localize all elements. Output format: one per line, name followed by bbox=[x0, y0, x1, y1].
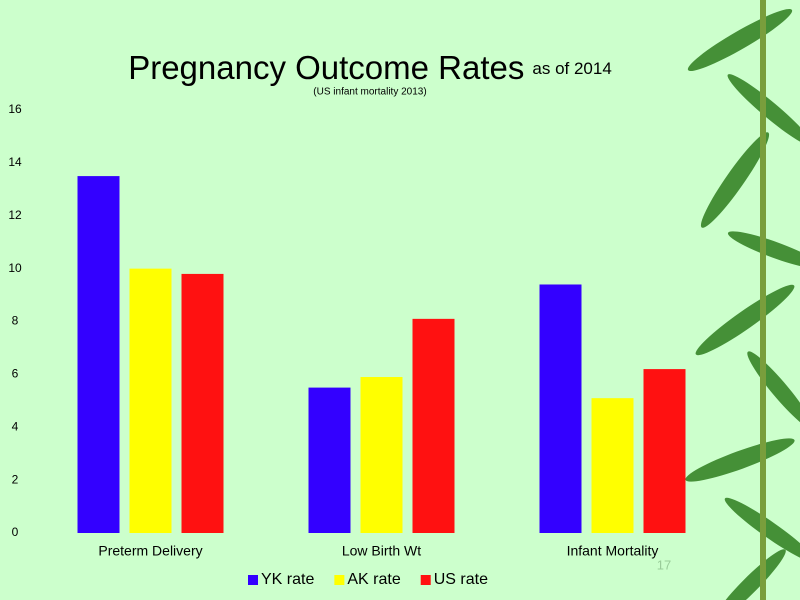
title-main: Pregnancy Outcome Rates bbox=[128, 49, 524, 86]
y-tick-label: 4 bbox=[12, 419, 19, 433]
bar bbox=[308, 387, 351, 533]
y-tick-label: 0 bbox=[12, 525, 19, 539]
legend-label: US rate bbox=[434, 571, 488, 588]
subtitle: (US infant mortality 2013) bbox=[313, 87, 426, 98]
slide-number: 17 bbox=[657, 557, 671, 572]
x-tick-label: Low Birth Wt bbox=[342, 543, 421, 559]
x-tick-label: Infant Mortality bbox=[567, 543, 659, 559]
chart-title: Pregnancy Outcome Rates as of 2014 bbox=[128, 49, 612, 86]
y-tick-label: 8 bbox=[12, 314, 19, 328]
bar bbox=[360, 377, 403, 533]
bar bbox=[539, 284, 582, 533]
legend-label: YK rate bbox=[261, 571, 314, 588]
legend-label: AK rate bbox=[347, 571, 400, 588]
bar bbox=[643, 369, 686, 533]
y-tick-label: 6 bbox=[12, 367, 19, 381]
y-tick-label: 10 bbox=[8, 261, 22, 275]
y-tick-label: 16 bbox=[8, 102, 22, 116]
bar bbox=[591, 398, 634, 533]
title-suffix: as of 2014 bbox=[532, 59, 611, 78]
bar bbox=[77, 176, 120, 533]
legend-swatch bbox=[334, 575, 345, 585]
y-tick-label: 12 bbox=[8, 208, 22, 222]
bar bbox=[129, 268, 172, 533]
legend-swatch bbox=[248, 575, 258, 585]
bamboo-decoration bbox=[685, 0, 800, 600]
y-tick-label: 2 bbox=[12, 472, 19, 486]
x-tick-label: Preterm Delivery bbox=[98, 543, 202, 559]
legend-swatch bbox=[420, 575, 431, 585]
bar bbox=[181, 273, 224, 533]
legend: YK rate AK rate US rate bbox=[248, 571, 488, 588]
bar bbox=[412, 318, 455, 533]
y-tick-label: 14 bbox=[8, 155, 22, 169]
